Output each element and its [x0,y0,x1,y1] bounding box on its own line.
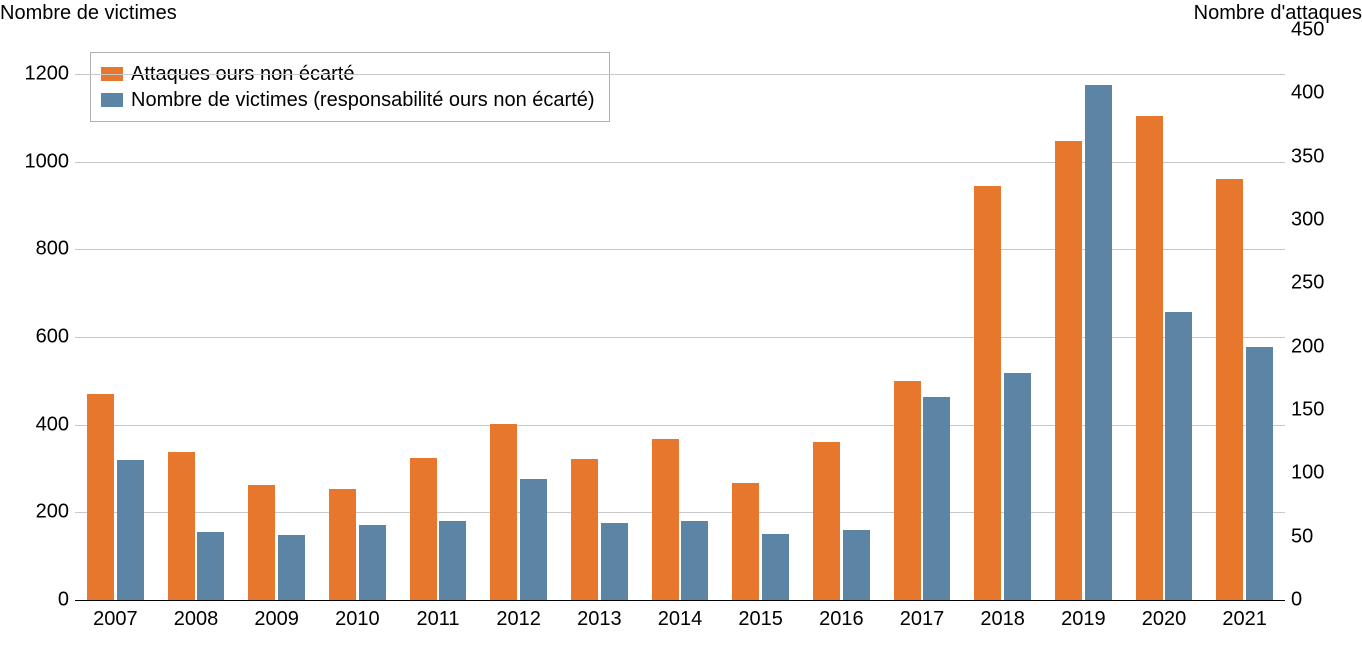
ytick-right: 450 [1291,19,1324,42]
bar-victims [197,532,224,600]
xtick-label: 2010 [335,608,380,631]
bar-attacks [1216,179,1243,600]
legend: Attaques ours non écartéNombre de victim… [90,52,610,122]
xtick-label: 2011 [416,608,459,631]
ytick-left: 1200 [25,62,70,85]
ytick-right: 0 [1291,589,1302,612]
bar-attacks [168,452,195,600]
ytick-right: 300 [1291,209,1324,232]
xtick-label: 2018 [980,608,1025,631]
bar-attacks [571,459,598,600]
bar-victims [278,535,305,600]
bar-attacks [732,483,759,600]
xtick-label: 2015 [738,608,783,631]
bar-victims [520,479,547,600]
right-axis-title: Nombre d'attaques [1194,2,1362,25]
legend-item: Nombre de victimes (responsabilité ours … [101,87,595,113]
bar-victims [601,523,628,600]
bar-victims [439,521,466,600]
bar-victims [1085,85,1112,600]
bar-victims [923,397,950,600]
bar-attacks [410,458,437,600]
ytick-right: 250 [1291,272,1324,295]
bar-attacks [813,442,840,600]
bar-attacks [248,485,275,600]
gridline [75,74,1285,75]
xtick-label: 2014 [658,608,703,631]
left-axis-title: Nombre de victimes [0,2,177,25]
xtick-label: 2013 [577,608,622,631]
bar-attacks [974,186,1001,600]
bar-victims [117,460,144,600]
legend-label: Nombre de victimes (responsabilité ours … [131,87,595,113]
bar-attacks [1136,116,1163,600]
bar-victims [1165,312,1192,600]
ytick-right: 100 [1291,462,1324,485]
bar-attacks [490,424,517,600]
legend-swatch [101,93,123,107]
xtick-label: 2020 [1142,608,1187,631]
ytick-right: 350 [1291,145,1324,168]
bar-victims [1246,347,1273,600]
ytick-left: 600 [36,325,69,348]
ytick-left: 200 [36,501,69,524]
bar-attacks [329,489,356,600]
bar-victims [359,525,386,600]
xtick-label: 2021 [1222,608,1267,631]
xtick-label: 2009 [254,608,299,631]
xtick-label: 2012 [496,608,541,631]
bar-attacks [87,394,114,600]
xtick-label: 2017 [900,608,945,631]
gridline [75,600,1285,601]
ytick-left: 0 [58,589,69,612]
bar-victims [681,521,708,600]
xtick-label: 2008 [174,608,219,631]
xtick-label: 2007 [93,608,138,631]
ytick-right: 200 [1291,335,1324,358]
ytick-right: 50 [1291,525,1313,548]
ytick-right: 400 [1291,82,1324,105]
xtick-label: 2019 [1061,608,1106,631]
ytick-left: 400 [36,413,69,436]
bar-attacks [894,381,921,600]
bar-victims [762,534,789,600]
bar-victims [843,530,870,600]
bar-attacks [652,439,679,600]
xtick-label: 2016 [819,608,864,631]
chart-container: Nombre de victimes Nombre d'attaques Att… [0,0,1362,656]
ytick-left: 1000 [25,150,70,173]
plot-area: Attaques ours non écartéNombre de victim… [75,30,1285,600]
ytick-right: 150 [1291,399,1324,422]
bar-victims [1004,373,1031,600]
bar-attacks [1055,141,1082,600]
ytick-left: 800 [36,238,69,261]
